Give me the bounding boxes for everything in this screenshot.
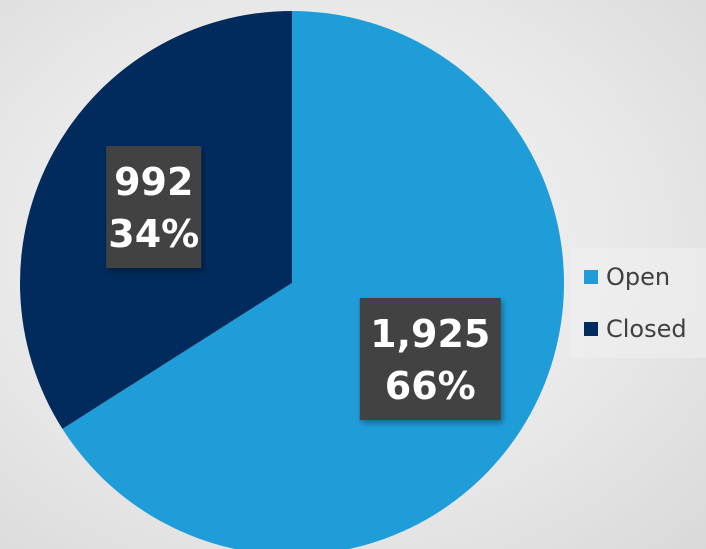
data-label-open: 1,925 66% xyxy=(359,297,501,420)
data-label-box-open xyxy=(359,297,501,420)
pie-slices xyxy=(19,11,564,549)
legend-label-closed: Closed xyxy=(606,315,687,343)
legend-label-open: Open xyxy=(606,263,671,291)
data-label-value-closed: 992 xyxy=(114,160,193,204)
data-label-percent-closed: 34% xyxy=(108,212,199,256)
legend-item-closed: Closed xyxy=(584,314,687,344)
legend: Open Closed xyxy=(570,248,706,358)
legend-swatch-closed xyxy=(584,322,598,336)
legend-item-open: Open xyxy=(584,262,670,292)
data-label-percent-open: 66% xyxy=(385,364,476,408)
legend-swatch-open xyxy=(584,270,598,284)
data-label-value-open: 1,925 xyxy=(370,312,490,356)
data-label-box-closed xyxy=(106,146,202,269)
